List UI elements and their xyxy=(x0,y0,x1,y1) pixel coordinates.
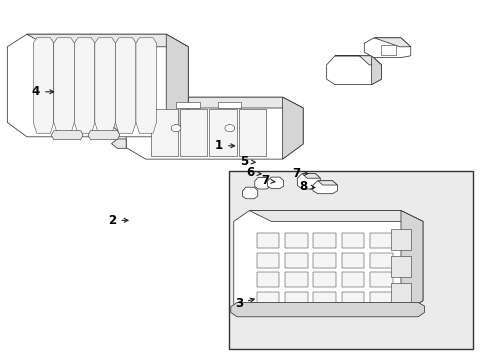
Bar xyxy=(180,109,207,156)
Polygon shape xyxy=(334,56,381,65)
Bar xyxy=(341,292,364,307)
Polygon shape xyxy=(254,177,269,189)
Bar xyxy=(390,256,410,277)
Text: 2: 2 xyxy=(108,214,128,227)
Bar xyxy=(285,253,307,268)
Circle shape xyxy=(171,125,181,132)
Bar xyxy=(381,45,395,55)
Bar xyxy=(390,283,410,304)
Polygon shape xyxy=(7,34,188,137)
Polygon shape xyxy=(312,181,337,194)
Bar xyxy=(369,233,392,248)
Polygon shape xyxy=(233,211,422,315)
Text: 7: 7 xyxy=(292,167,307,180)
Polygon shape xyxy=(317,181,337,185)
Text: 3: 3 xyxy=(234,297,254,310)
Bar xyxy=(313,292,335,307)
Polygon shape xyxy=(166,34,188,137)
Bar xyxy=(341,253,364,268)
Polygon shape xyxy=(364,38,410,58)
Text: 1: 1 xyxy=(214,139,234,152)
Text: 6: 6 xyxy=(245,166,261,179)
Bar xyxy=(256,253,279,268)
Polygon shape xyxy=(145,97,303,108)
Polygon shape xyxy=(282,97,303,159)
Polygon shape xyxy=(297,174,320,189)
Bar xyxy=(209,109,236,156)
Bar xyxy=(150,109,178,156)
Text: 8: 8 xyxy=(298,180,314,193)
Polygon shape xyxy=(371,56,381,85)
Polygon shape xyxy=(126,97,303,159)
Text: 4: 4 xyxy=(32,85,54,98)
Polygon shape xyxy=(95,38,115,133)
Polygon shape xyxy=(302,174,320,178)
Bar xyxy=(369,292,392,307)
Bar xyxy=(341,233,364,248)
Polygon shape xyxy=(111,139,126,148)
Polygon shape xyxy=(27,34,188,47)
Bar xyxy=(369,272,392,287)
Polygon shape xyxy=(326,56,381,85)
Polygon shape xyxy=(242,187,257,199)
Bar xyxy=(256,292,279,307)
Bar xyxy=(285,272,307,287)
Bar xyxy=(285,292,307,307)
Polygon shape xyxy=(33,38,54,133)
Bar xyxy=(313,233,335,248)
Polygon shape xyxy=(54,38,74,133)
Circle shape xyxy=(224,125,234,132)
Polygon shape xyxy=(74,38,95,133)
Text: 5: 5 xyxy=(240,155,255,168)
Text: 7: 7 xyxy=(260,174,274,187)
Bar xyxy=(285,233,307,248)
Bar xyxy=(341,272,364,287)
Polygon shape xyxy=(115,38,136,133)
Polygon shape xyxy=(400,211,422,315)
Polygon shape xyxy=(373,38,410,47)
Polygon shape xyxy=(249,211,422,221)
Polygon shape xyxy=(230,302,424,317)
Polygon shape xyxy=(136,38,156,133)
Polygon shape xyxy=(111,103,126,112)
Bar xyxy=(217,102,241,108)
Polygon shape xyxy=(51,131,83,140)
Bar xyxy=(256,233,279,248)
Bar xyxy=(228,171,472,349)
Polygon shape xyxy=(111,121,126,130)
Bar xyxy=(176,102,199,108)
Bar xyxy=(390,229,410,250)
Bar xyxy=(313,272,335,287)
Bar xyxy=(313,253,335,268)
Bar xyxy=(256,272,279,287)
Bar xyxy=(369,253,392,268)
Bar xyxy=(238,109,265,156)
Polygon shape xyxy=(267,177,283,189)
Polygon shape xyxy=(88,131,120,140)
